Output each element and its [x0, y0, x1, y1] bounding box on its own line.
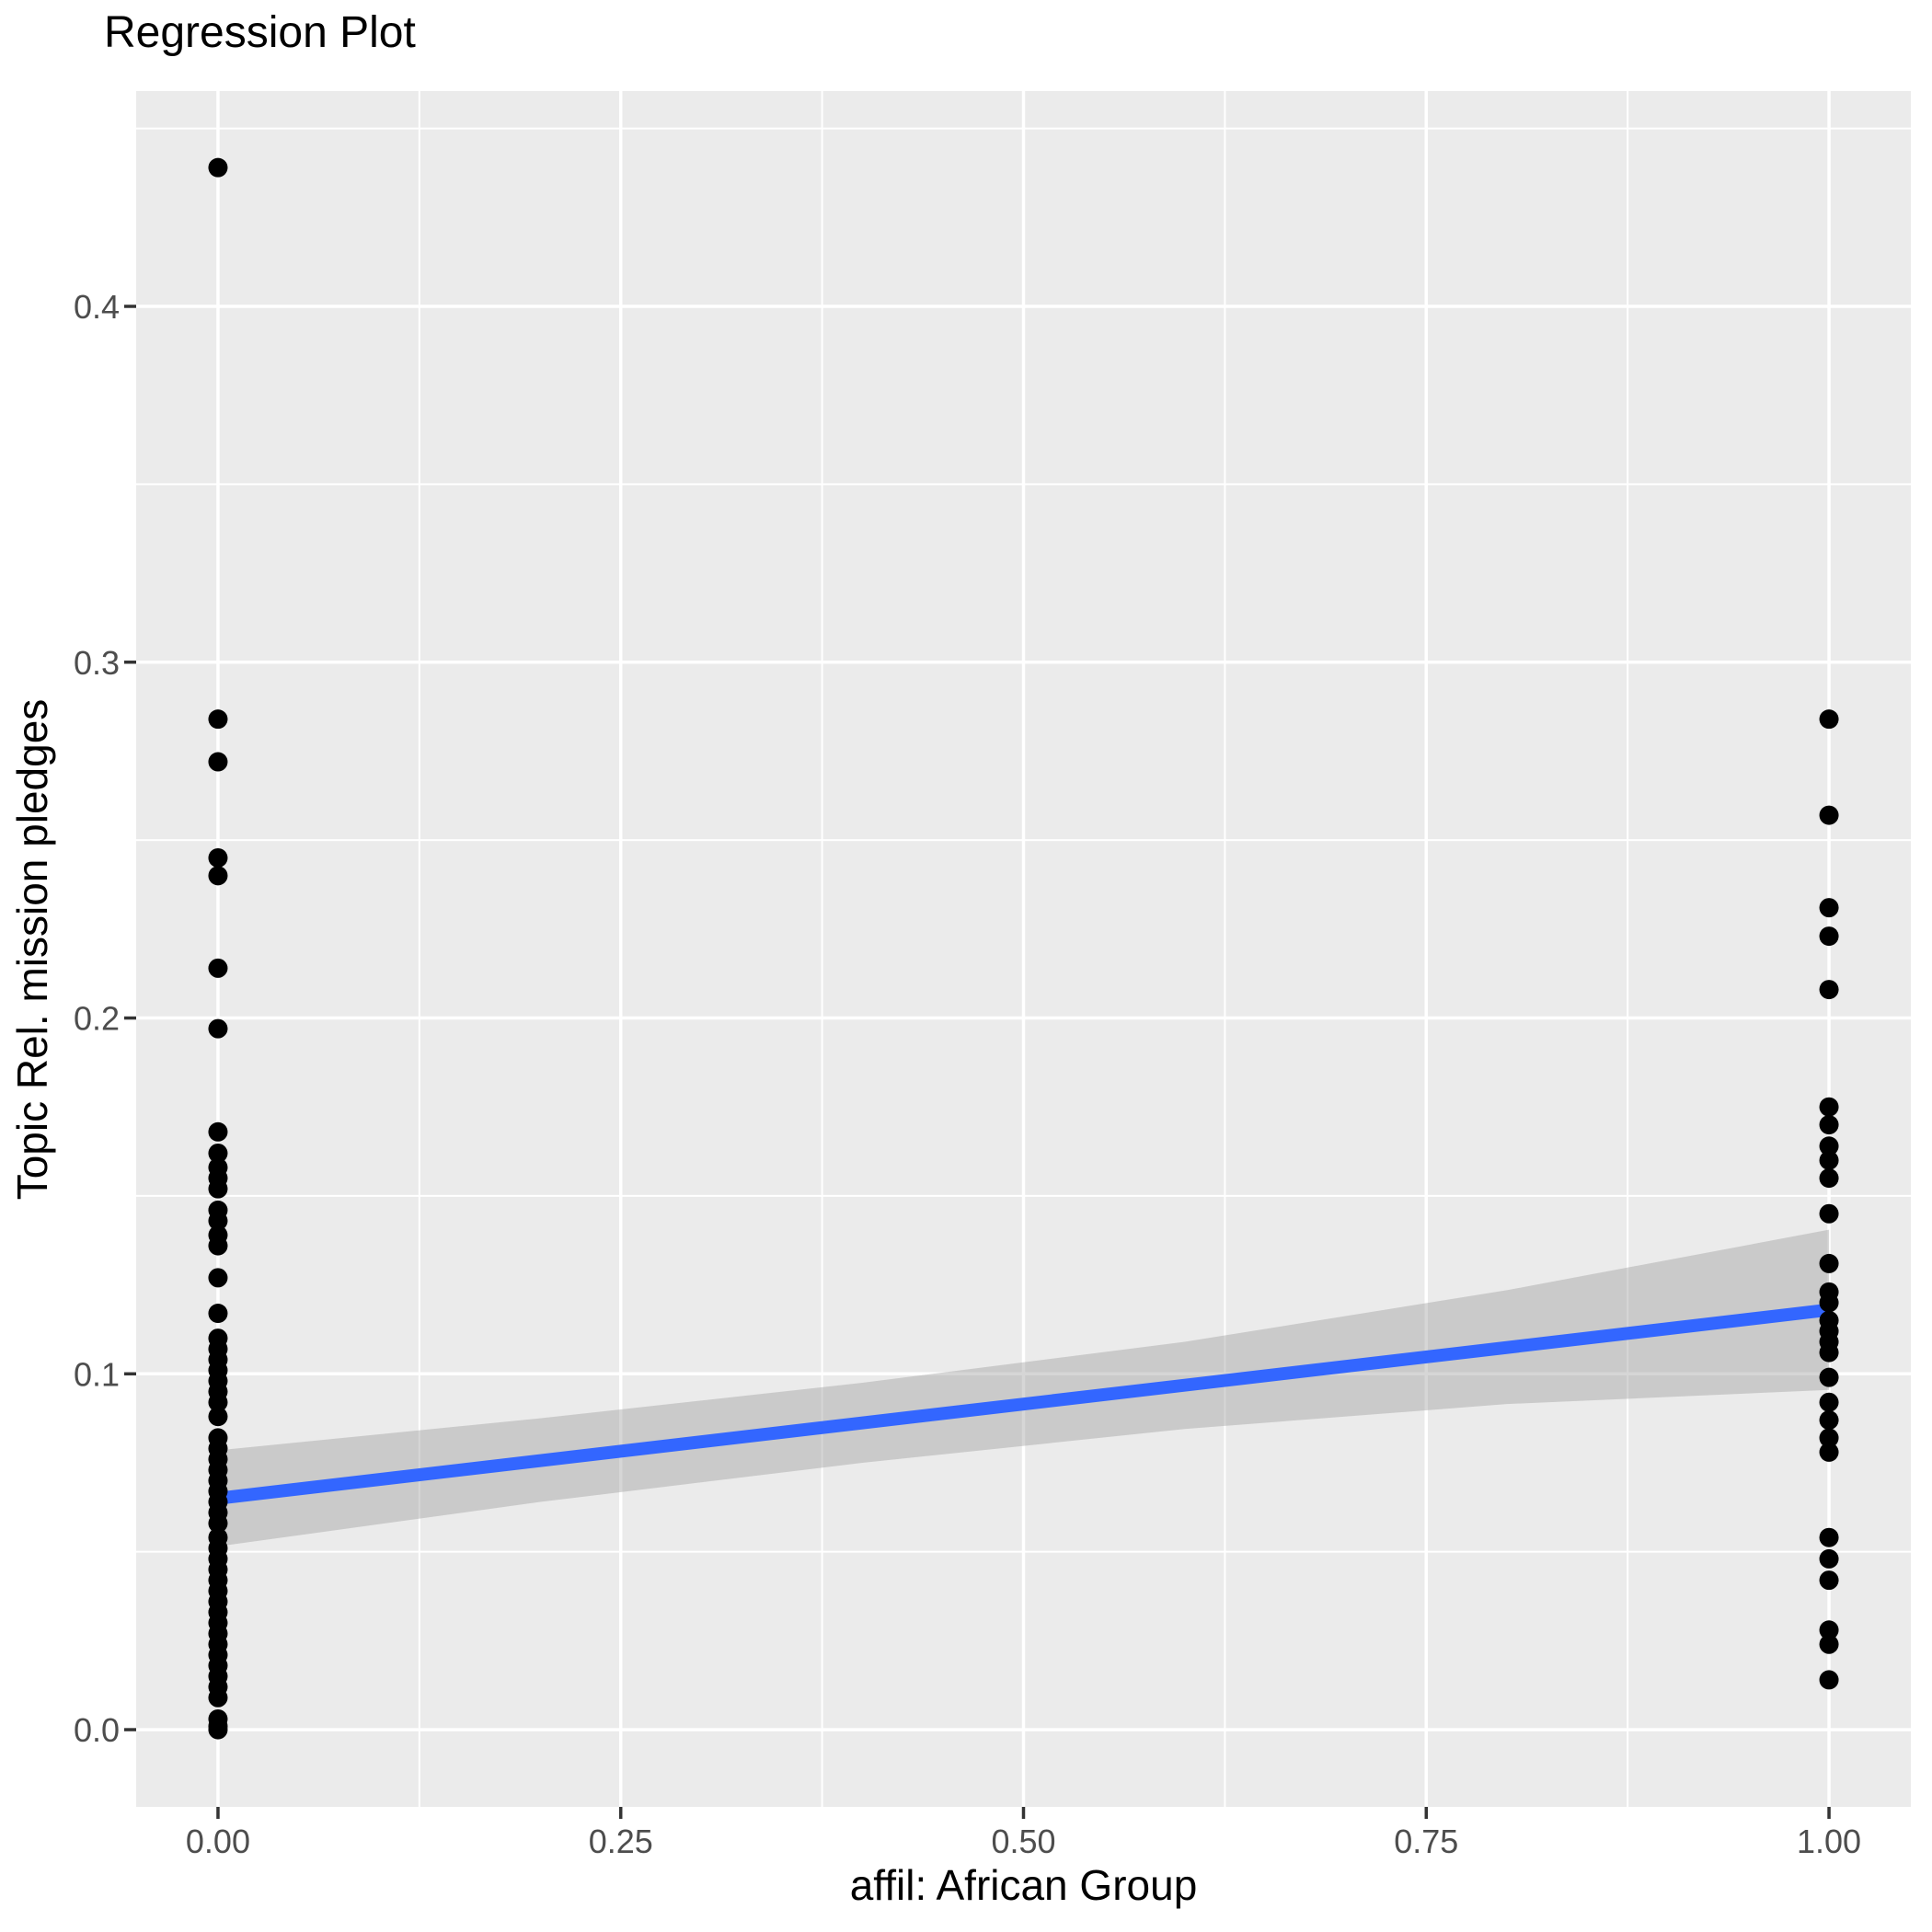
x-tick-label: 0.25 — [589, 1823, 653, 1860]
data-point — [1819, 1097, 1839, 1117]
y-tick-label: 0.3 — [74, 644, 120, 682]
data-point — [1819, 1293, 1839, 1313]
data-point — [1819, 1253, 1839, 1273]
y-tick-label: 0.4 — [74, 288, 120, 326]
y-tick-label: 0.1 — [74, 1355, 120, 1393]
data-point — [208, 752, 228, 772]
data-point — [208, 1513, 228, 1534]
data-point — [1819, 898, 1839, 918]
data-point — [1819, 1168, 1839, 1189]
data-point — [1819, 1527, 1839, 1547]
data-point — [208, 1179, 228, 1199]
x-tick-label: 1.00 — [1797, 1823, 1861, 1860]
x-tick-label: 0.00 — [186, 1823, 250, 1860]
data-point — [208, 1144, 228, 1164]
regression-line — [217, 1303, 1830, 1505]
x-tick-label: 0.75 — [1394, 1823, 1458, 1860]
data-point — [1819, 1442, 1839, 1462]
data-point — [1819, 1136, 1839, 1156]
data-point — [208, 1236, 228, 1256]
x-tick-label: 0.50 — [991, 1823, 1055, 1860]
y-tick-label: 0.0 — [74, 1711, 120, 1749]
plot-title: Regression Plot — [104, 8, 416, 57]
data-point — [208, 1407, 228, 1427]
data-point — [1819, 1150, 1839, 1170]
data-point — [208, 157, 228, 178]
x-axis-title: affil: African Group — [849, 1861, 1198, 1909]
data-point — [1819, 1670, 1839, 1690]
data-point — [1819, 980, 1839, 1000]
data-point — [208, 1719, 228, 1740]
y-tick-label: 0.2 — [74, 1000, 120, 1038]
data-point — [1819, 926, 1839, 947]
data-point — [1819, 1342, 1839, 1363]
data-point — [1819, 1634, 1839, 1654]
data-point — [208, 1687, 228, 1708]
data-point — [1819, 805, 1839, 825]
data-point — [1819, 1392, 1839, 1412]
data-point — [208, 1018, 228, 1039]
data-point — [1819, 1367, 1839, 1387]
data-point — [208, 958, 228, 978]
data-point — [208, 1268, 228, 1288]
confidence-band — [217, 1229, 1830, 1547]
data-point — [208, 1392, 228, 1412]
data-point — [1819, 1570, 1839, 1591]
data-point — [1819, 1548, 1839, 1569]
data-point — [208, 866, 228, 886]
data-point — [1819, 709, 1839, 730]
data-point — [208, 847, 228, 868]
data-point — [208, 1211, 228, 1231]
data-point — [1819, 1203, 1839, 1224]
data-point — [1819, 1428, 1839, 1448]
data-point — [208, 709, 228, 730]
data-point — [1819, 1410, 1839, 1431]
data-point — [208, 1304, 228, 1324]
data-point — [1819, 1620, 1839, 1640]
data-point — [208, 1121, 228, 1142]
y-axis-title: Topic Rel. mission pledges — [8, 698, 56, 1201]
data-point — [1819, 1115, 1839, 1135]
